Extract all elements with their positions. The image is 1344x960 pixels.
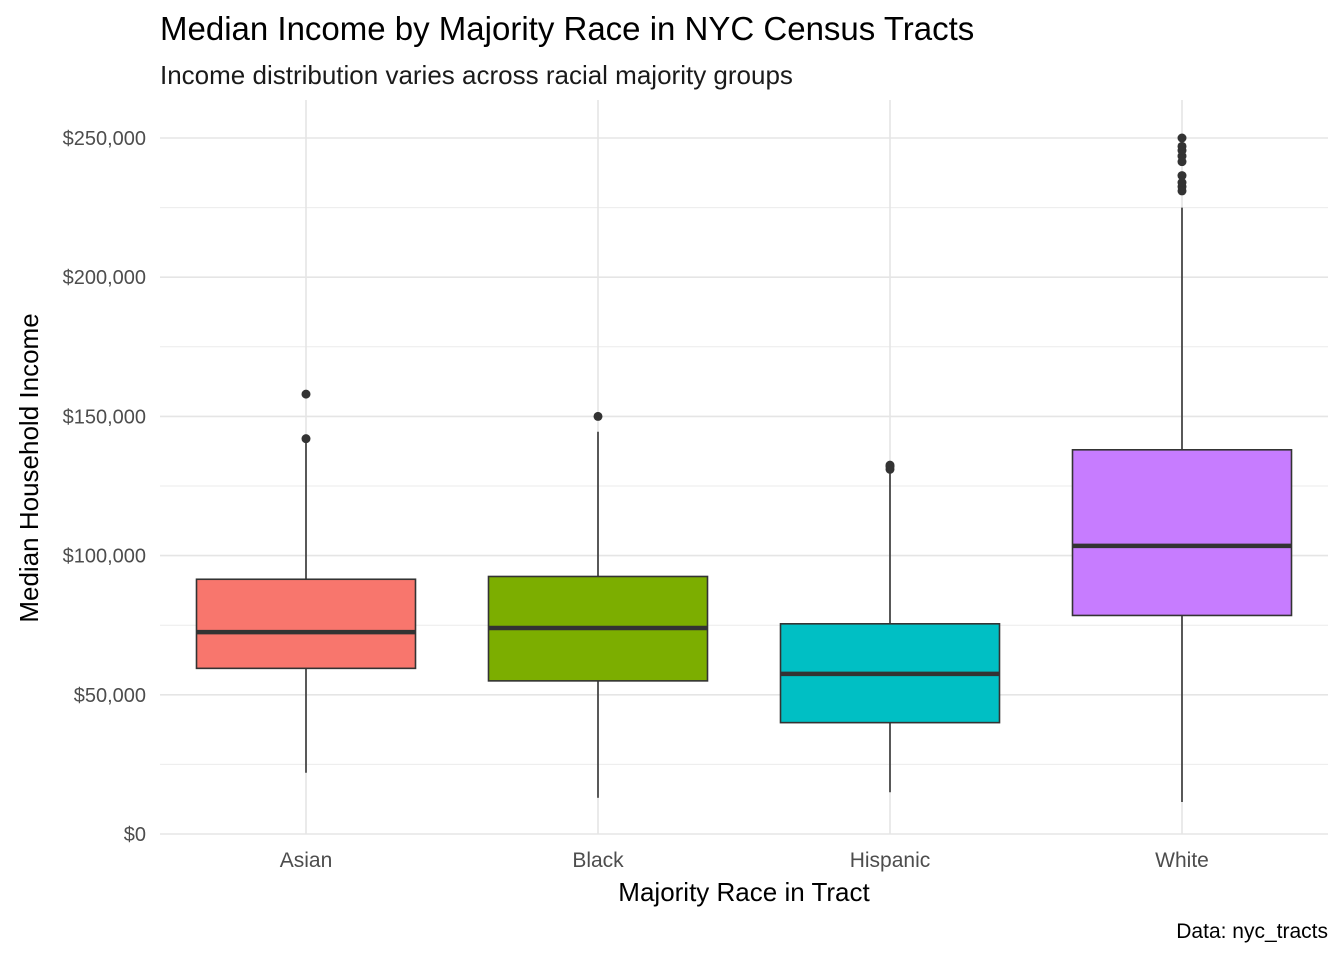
- y-axis-title: Median Household Income: [14, 313, 44, 622]
- y-tick-label: $50,000: [74, 685, 146, 707]
- y-tick-label: $250,000: [63, 128, 146, 150]
- y-axis-ticks: $0 $50,000 $100,000 $150,000 $200,000 $250,00…: [63, 128, 146, 846]
- outlier-point: [593, 411, 603, 421]
- y-tick-label: $0: [124, 824, 146, 846]
- x-tick-label: Black: [572, 849, 624, 872]
- boxes: [195, 133, 1293, 802]
- outlier-point: [1177, 178, 1187, 188]
- box-black: [487, 411, 709, 798]
- chart-title: Median Income by Majority Race in NYC Ce…: [160, 10, 975, 47]
- x-axis-ticks: Asian Black Hispanic White: [280, 849, 1209, 872]
- x-tick-label: Asian: [280, 849, 333, 872]
- outlier-point: [1177, 141, 1187, 151]
- iqr-box: [1071, 449, 1293, 617]
- box-white: [1071, 133, 1293, 802]
- x-axis-title: Majority Race in Tract: [618, 877, 870, 907]
- y-tick-label: $100,000: [63, 546, 146, 568]
- chart-subtitle: Income distribution varies across racial…: [160, 60, 793, 90]
- outlier-point: [301, 389, 311, 399]
- box-hispanic: [779, 460, 1001, 793]
- outlier-point: [885, 460, 895, 470]
- y-tick-label: $200,000: [63, 267, 146, 289]
- x-tick-label: White: [1155, 849, 1209, 872]
- box-asian: [195, 389, 417, 773]
- iqr-box: [195, 578, 417, 670]
- chart-caption: Data: nyc_tracts: [1176, 920, 1328, 943]
- outlier-point: [301, 434, 311, 444]
- y-tick-label: $150,000: [63, 406, 146, 428]
- outlier-point: [1177, 171, 1187, 181]
- x-tick-label: Hispanic: [850, 849, 931, 872]
- outlier-point: [1177, 133, 1187, 143]
